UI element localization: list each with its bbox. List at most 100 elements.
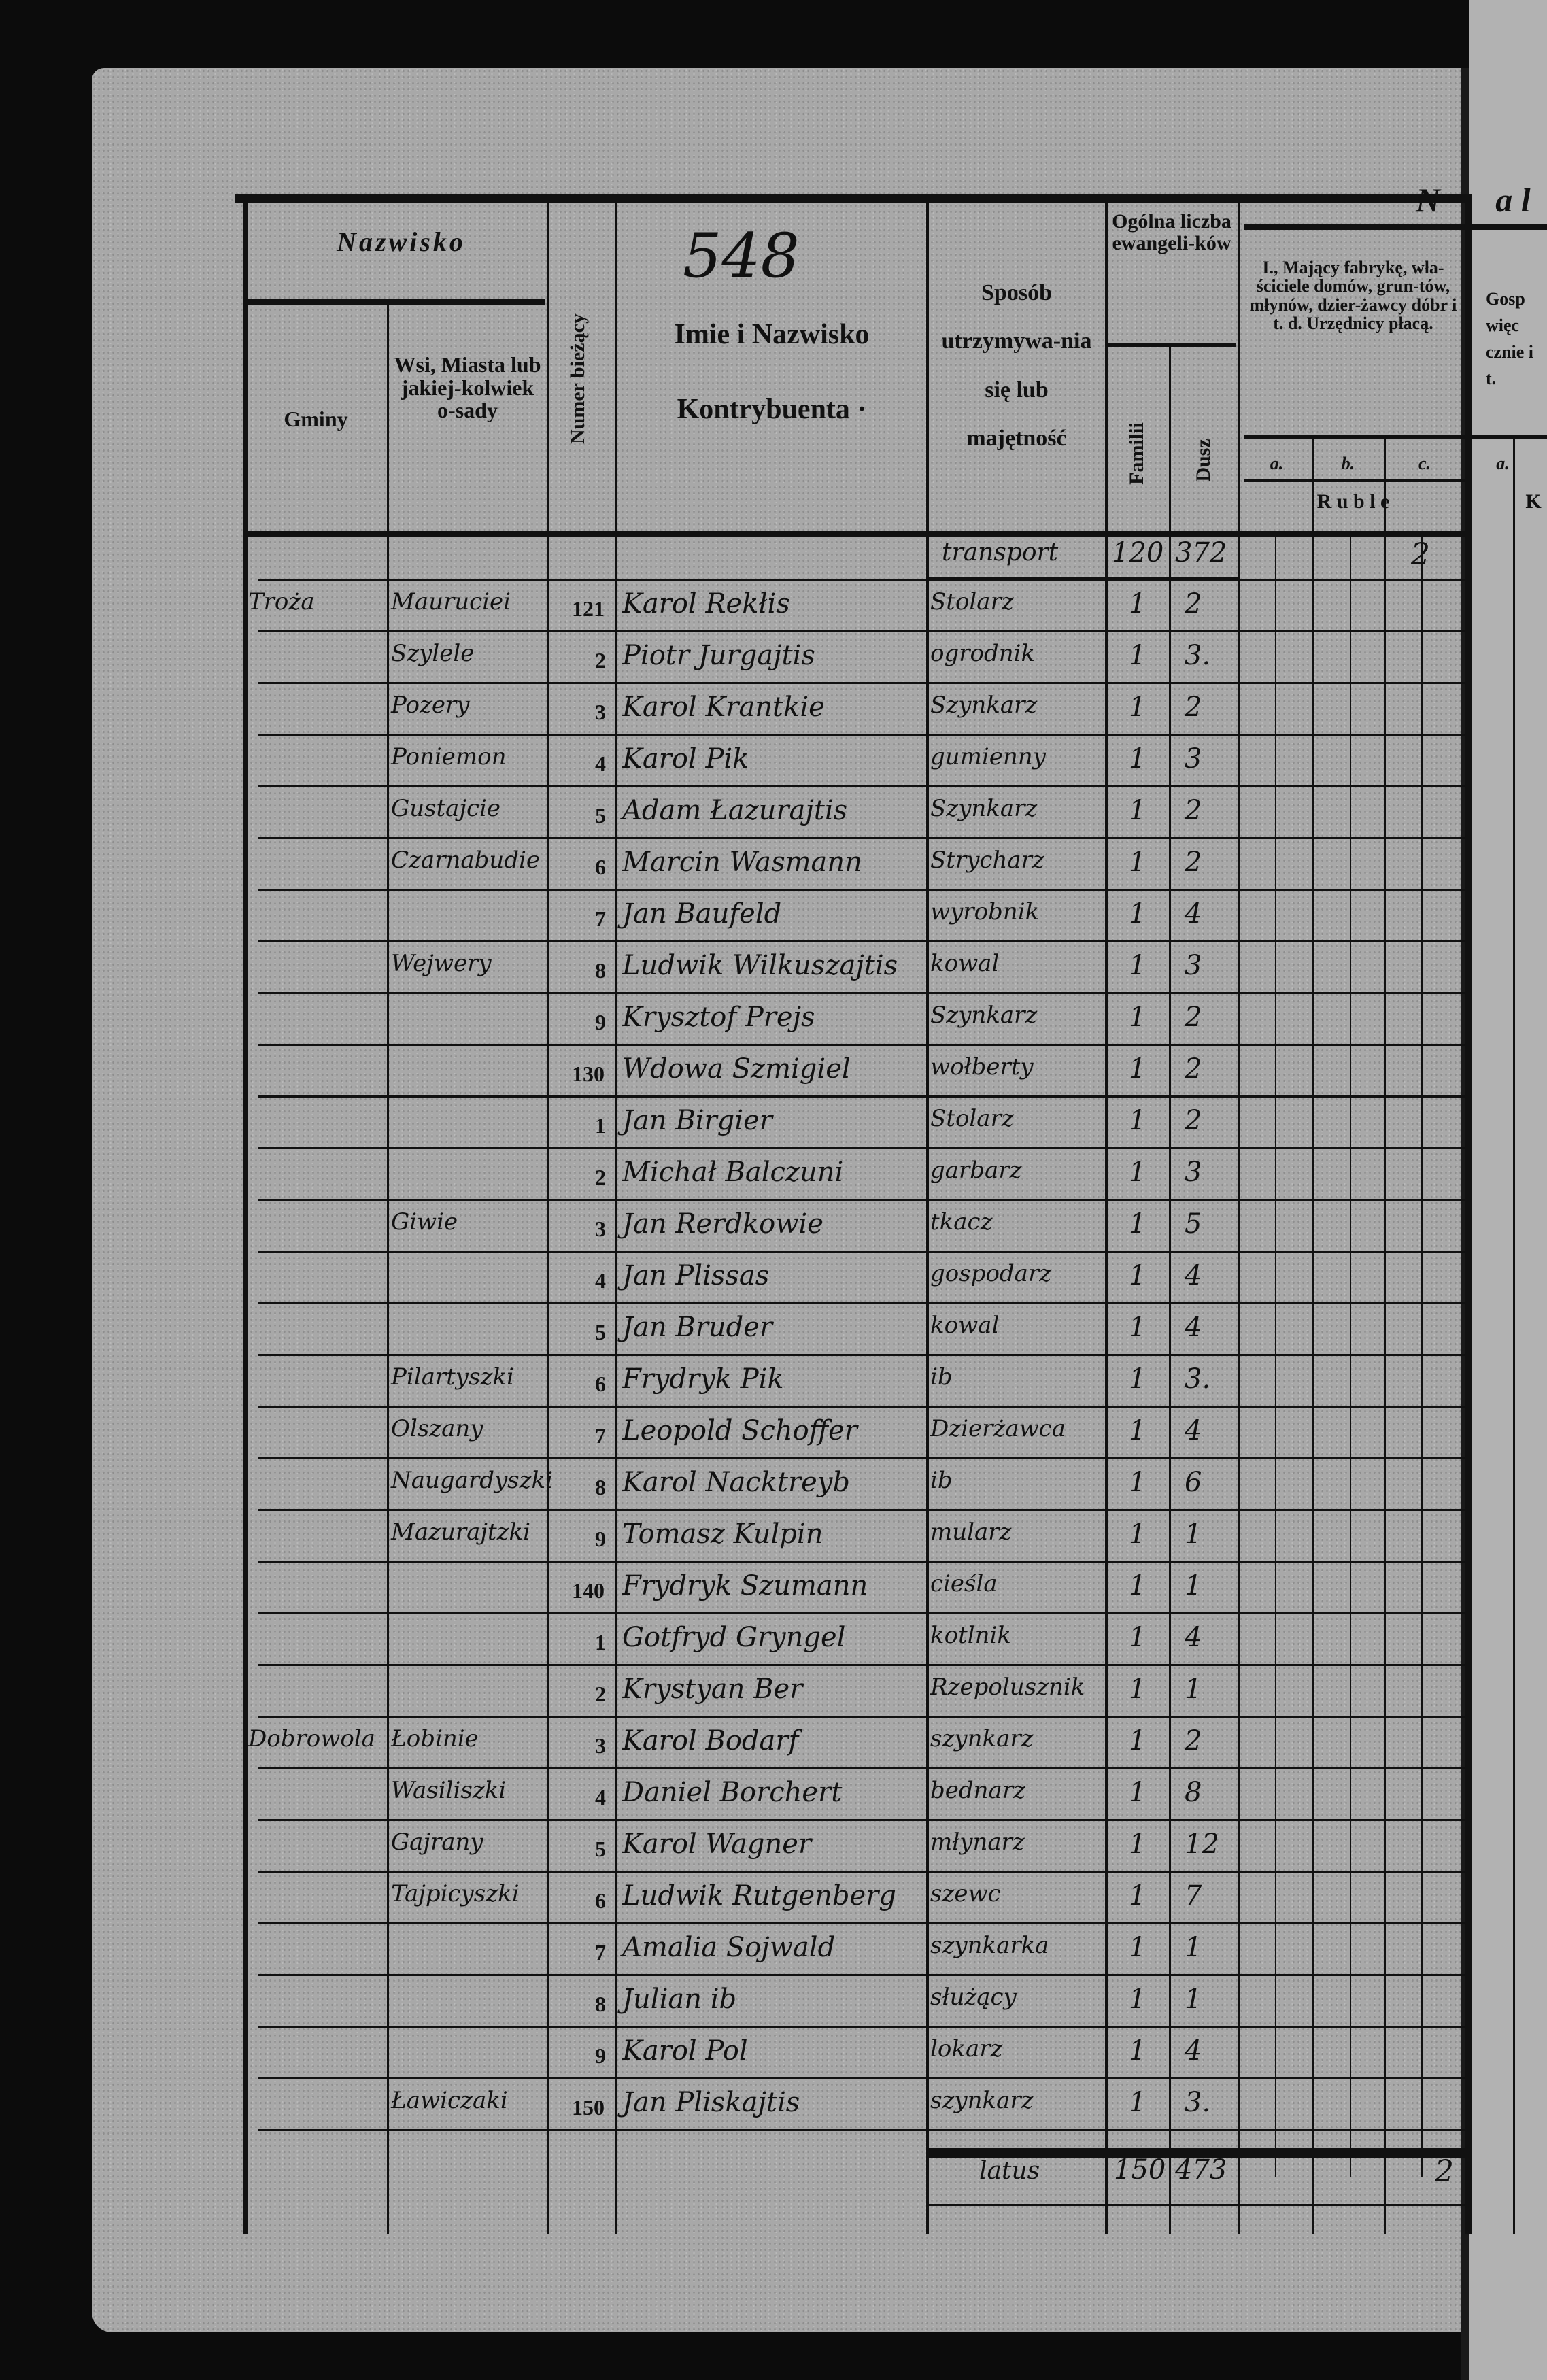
- families-cell: 1: [1129, 1622, 1146, 1653]
- column-rule: [1238, 194, 1240, 2234]
- village-cell: Gustajcie: [391, 795, 501, 822]
- name-cell: Adam Łazurajtis: [622, 795, 848, 826]
- souls-cell: 2: [1185, 1105, 1202, 1136]
- families-cell: 1: [1129, 1984, 1146, 2015]
- occupation-cell: szynkarz: [930, 2087, 1034, 2114]
- column-rule: [1513, 435, 1515, 2234]
- souls-cell: 12: [1185, 1829, 1219, 1860]
- families-cell: 1: [1129, 743, 1146, 775]
- column-rule: [1169, 343, 1171, 2234]
- number-cell: 4: [595, 1785, 606, 1809]
- row-rule: [258, 579, 1465, 581]
- sub-rule: [1244, 435, 1465, 439]
- occupation-cell: gospodarz: [930, 1260, 1052, 1287]
- name-cell: Wdowa Szmigiel: [622, 1053, 851, 1085]
- occupation-cell: wyrobnik: [930, 898, 1040, 925]
- row-rule: [258, 1354, 1465, 1356]
- name-cell: Jan Pliskajtis: [622, 2087, 800, 2118]
- name-cell: Frydryk Pik: [622, 1363, 784, 1395]
- header-sub-b: b.: [1341, 454, 1355, 473]
- row-rule: [258, 1974, 1465, 1976]
- row-rule: [258, 1147, 1465, 1149]
- number-cell: 2: [595, 1165, 606, 1189]
- village-cell: Giwie: [391, 1208, 458, 1236]
- souls-cell: 3.: [1185, 640, 1211, 671]
- name-cell: Karol Bodarf: [622, 1725, 799, 1756]
- name-cell: Jan Rerdkowie: [622, 1208, 823, 1240]
- number-cell: 130: [572, 1061, 605, 1086]
- name-cell: Michał Balczuni: [622, 1157, 844, 1188]
- totals-bottom-rule: [926, 2204, 1467, 2206]
- header-next-section: Gosp więc cznie i t.: [1486, 289, 1534, 388]
- souls-cell: 3.: [1185, 1363, 1211, 1395]
- occupation-cell: Szynkarz: [930, 692, 1038, 719]
- number-cell: 2: [595, 1682, 606, 1706]
- name-cell: Krysztof Prejs: [622, 1002, 815, 1033]
- souls-cell: 3: [1185, 950, 1202, 981]
- totals-label: latus: [979, 2157, 1040, 2185]
- row-rule: [258, 734, 1465, 736]
- families-cell: 1: [1129, 1673, 1146, 1705]
- village-cell: Naugardyszki: [391, 1467, 554, 1494]
- families-cell: 1: [1129, 1518, 1146, 1550]
- header-nazwisko: Nazwisko: [337, 226, 466, 257]
- occupation-cell: garbarz: [930, 1157, 1022, 1184]
- row-rule: [258, 1199, 1465, 1201]
- families-cell: 1: [1129, 588, 1146, 619]
- column-rule: [1384, 435, 1386, 2234]
- families-cell: 1: [1129, 950, 1146, 981]
- occupation-cell: kotlnik: [930, 1622, 1011, 1649]
- number-cell: 1: [595, 1113, 606, 1138]
- row-rule: [258, 1509, 1465, 1511]
- occupation-cell: tkacz: [930, 1208, 993, 1236]
- page-number-handwritten: 548: [683, 220, 800, 292]
- row-rule: [258, 2026, 1465, 2028]
- families-cell: 1: [1129, 1467, 1146, 1498]
- totals-dusz: 473: [1175, 2154, 1227, 2186]
- number-cell: 8: [595, 1475, 606, 1499]
- name-cell: Tomasz Kulpin: [622, 1518, 823, 1550]
- row-rule: [258, 2077, 1465, 2079]
- souls-cell: 3: [1185, 743, 1202, 775]
- village-cell: Szylele: [391, 640, 475, 667]
- header-sub-a: a.: [1270, 454, 1284, 473]
- occupation-cell: Stolarz: [930, 588, 1014, 615]
- occupation-cell: Dzierżawca: [930, 1415, 1066, 1442]
- souls-cell: 4: [1185, 898, 1202, 930]
- row-rule: [258, 1716, 1465, 1718]
- row-rule: [258, 1819, 1465, 1821]
- column-rule: [387, 299, 389, 2234]
- occupation-cell: szynkarka: [930, 1932, 1049, 1959]
- families-cell: 1: [1129, 1415, 1146, 1446]
- header-kontrybuenta: Kontrybuenta ·: [677, 394, 867, 425]
- number-cell: 2: [595, 648, 606, 673]
- souls-cell: 3: [1185, 1157, 1202, 1188]
- families-cell: 1: [1129, 1829, 1146, 1860]
- header-next-sub-a: a.: [1496, 454, 1510, 473]
- number-cell: 6: [595, 1372, 606, 1396]
- column-rule: [926, 194, 929, 2234]
- occupation-cell: Szynkarz: [930, 795, 1038, 822]
- occupation-cell: młynarz: [930, 1829, 1025, 1856]
- name-cell: Daniel Borchert: [622, 1777, 843, 1808]
- occupation-cell: kowal: [930, 950, 1000, 977]
- name-cell: Karol Pol: [622, 2035, 748, 2067]
- occupation-cell: cieśla: [930, 1570, 998, 1597]
- name-cell: Piotr Jurgajtis: [622, 640, 815, 671]
- gmina-cell: Troża: [248, 588, 315, 615]
- column-rule: [547, 194, 549, 2234]
- row-rule: [258, 2129, 1465, 2131]
- families-cell: 1: [1129, 1002, 1146, 1033]
- occupation-cell: ib: [930, 1363, 953, 1391]
- occupation-cell: Rzepolusznik: [930, 1673, 1085, 1701]
- occupation-cell: ogrodnik: [930, 640, 1036, 667]
- name-cell: Karol Nacktreyb: [622, 1467, 850, 1498]
- families-cell: 1: [1129, 847, 1146, 878]
- header-ogolna: Ogólna liczba ewangeli-ków: [1112, 210, 1231, 254]
- name-cell: Karol Wagner: [622, 1829, 812, 1860]
- name-cell: Jan Plissas: [622, 1260, 770, 1291]
- section-rule: [1244, 224, 1465, 230]
- column-rule: [1105, 194, 1108, 2234]
- row-rule: [258, 630, 1465, 632]
- number-cell: 8: [595, 1992, 606, 2016]
